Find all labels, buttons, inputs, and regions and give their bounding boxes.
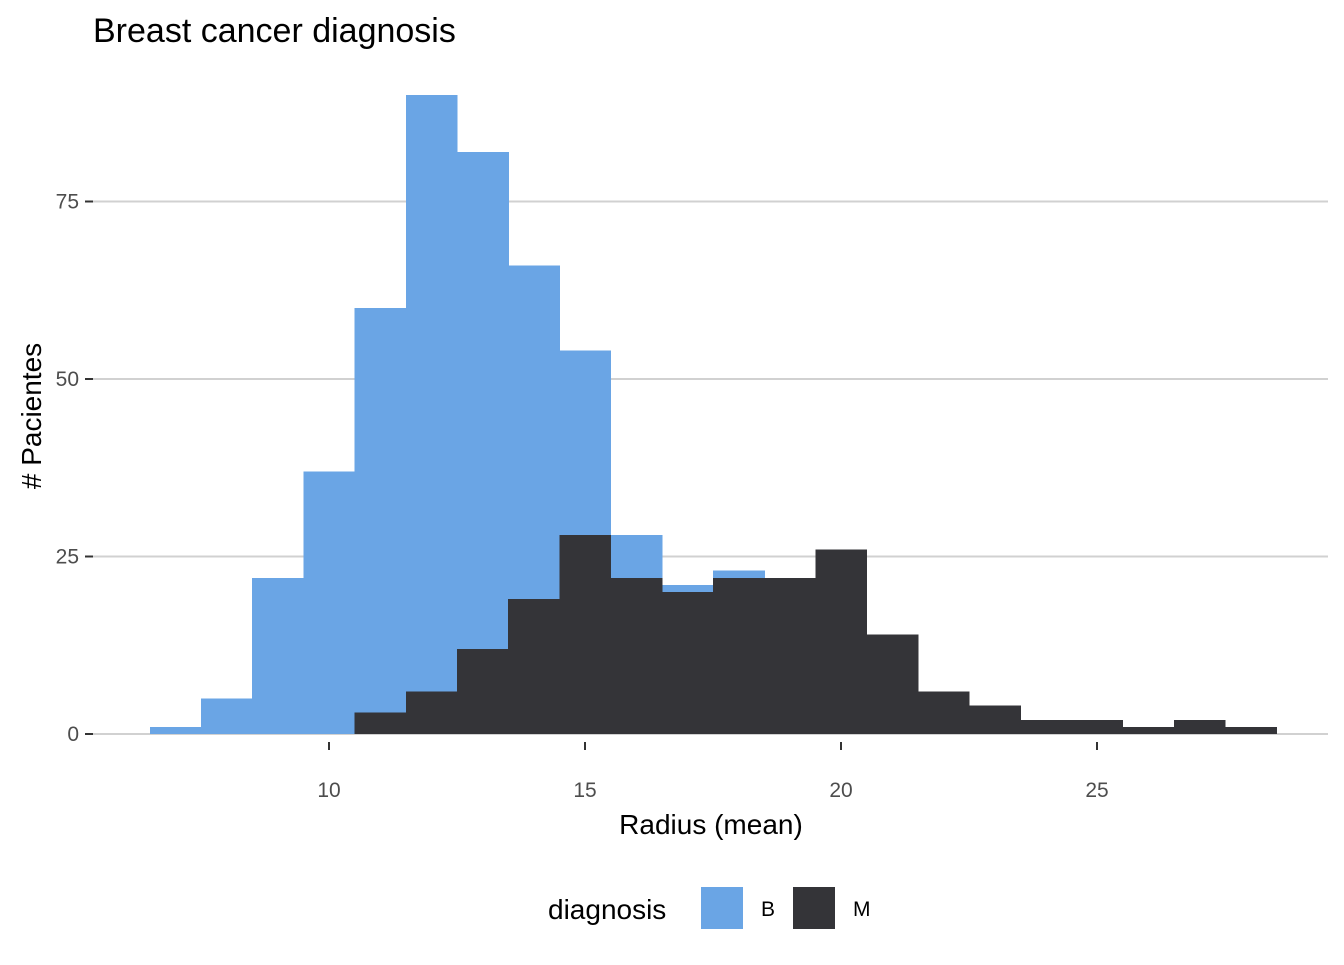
bar-M-11.5 [405,691,458,734]
bar-B-11.5 [405,95,458,734]
bar-M-14.5 [559,535,612,734]
bar-M-18.5 [764,577,816,734]
y-axis: 0 25 50 75 [56,191,93,746]
y-tick-label-50: 50 [56,368,79,391]
bar-M-19.5 [815,549,868,734]
legend-label-M: M [853,898,871,921]
y-tick-label-25: 25 [56,546,79,569]
x-tick-label-20: 20 [829,779,852,802]
legend-label-B: B [761,898,775,921]
bar-B-8.5 [252,577,304,734]
legend-key-M [793,887,835,929]
y-tick-label-75: 75 [56,191,79,214]
bar-M-16.5 [661,592,714,734]
bar-M-10.5 [354,712,407,734]
x-axis: 10 15 20 25 [317,742,1109,802]
bar-M-23.5 [1020,719,1072,734]
legend-title: diagnosis [548,894,666,925]
bar-B-7.5 [201,698,253,734]
bar-M-15.5 [610,577,663,734]
legend-key-B [701,887,743,929]
x-tick-label-15: 15 [573,779,596,802]
x-tick-label-25: 25 [1085,779,1108,802]
bar-B-12.5 [457,151,509,735]
bar-M-13.5 [508,599,560,734]
bar-M-22.5 [969,705,1021,734]
bar-B-10.5 [354,308,407,734]
bar-M-12.5 [457,648,509,734]
bars-group [149,95,1277,735]
y-tick-label-0: 0 [67,723,79,746]
bar-M-20.5 [866,634,919,734]
bar-M-26.5 [1173,719,1226,734]
bar-M-27.5 [1225,726,1277,734]
x-tick-label-10: 10 [317,779,340,802]
bar-M-24.5 [1071,719,1124,734]
bar-M-17.5 [713,577,765,734]
x-axis-title: Radius (mean) [619,809,803,840]
chart-title: Breast cancer diagnosis [93,12,456,50]
bar-M-21.5 [917,691,970,734]
bar-B-6.5 [149,726,202,734]
y-axis-title: # Pacientes [16,343,47,489]
bar-B-9.5 [303,471,356,734]
bar-M-25.5 [1122,726,1175,734]
